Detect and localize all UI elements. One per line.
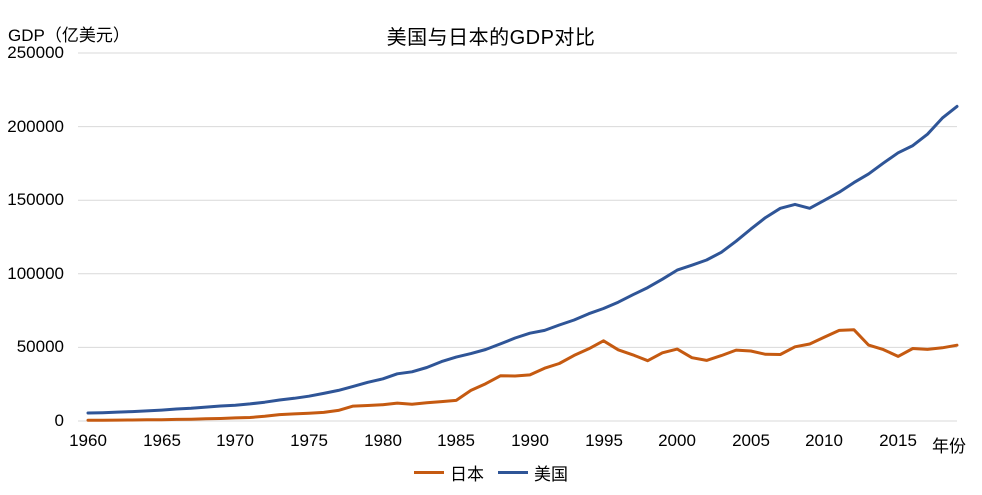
legend-label-usa: 美国 [534,464,568,484]
legend-swatch-usa [498,470,528,474]
legend-swatch-japan [414,470,444,474]
x-tick-label: 1990 [511,431,549,450]
x-axis-title: 年份 [932,437,966,456]
x-tick-label: 1980 [364,431,402,450]
legend-item-usa: 美国 [498,460,568,485]
x-tick-label: 2010 [805,431,843,450]
chart-title: 美国与日本的GDP对比 [386,27,596,49]
series-line-japan [86,328,959,422]
x-tick-label: 1970 [216,431,254,450]
y-tick-label: 150000 [7,190,64,209]
y-tick-label: 50000 [16,337,64,356]
x-tick-label: 1965 [143,431,181,450]
x-tick-label: 1995 [585,431,623,450]
y-tick-label: 100000 [7,264,64,283]
x-tick-label: 2015 [879,431,917,450]
legend-label-japan: 日本 [450,464,484,484]
x-tick-label: 2000 [658,431,696,450]
y-tick-label: 250000 [7,43,64,62]
x-tick-label: 1975 [290,431,328,450]
y-tick-label: 200000 [7,117,64,136]
legend: 日本 美国 [0,460,982,485]
legend-item-japan: 日本 [414,460,484,485]
y-axis-title: GDP（亿美元） [8,26,130,45]
y-tick-label: 0 [54,411,64,430]
x-tick-label: 1960 [69,431,107,450]
x-tick-label: 2005 [732,431,770,450]
series-line-usa [86,104,959,415]
x-tick-label: 1985 [437,431,475,450]
